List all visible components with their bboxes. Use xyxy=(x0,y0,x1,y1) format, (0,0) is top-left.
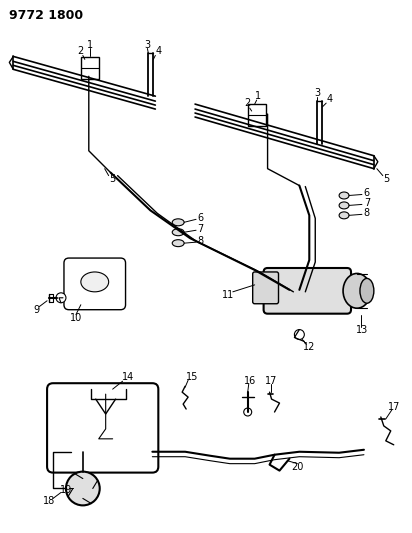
Text: 16: 16 xyxy=(243,376,256,386)
Text: 17: 17 xyxy=(265,376,278,386)
Circle shape xyxy=(56,293,66,303)
Ellipse shape xyxy=(339,212,349,219)
FancyBboxPatch shape xyxy=(253,272,279,304)
Text: 2: 2 xyxy=(245,98,251,108)
Text: 9772 1800: 9772 1800 xyxy=(9,9,84,22)
Text: 9: 9 xyxy=(33,305,39,314)
Text: 4: 4 xyxy=(155,46,162,56)
Text: 4: 4 xyxy=(326,94,332,104)
Text: 17: 17 xyxy=(388,402,400,412)
Ellipse shape xyxy=(172,219,184,226)
Ellipse shape xyxy=(339,192,349,199)
Text: 15: 15 xyxy=(186,372,198,382)
Circle shape xyxy=(66,472,100,505)
Text: 7: 7 xyxy=(364,198,370,208)
Ellipse shape xyxy=(81,272,109,292)
Text: 5: 5 xyxy=(110,174,116,183)
Text: 13: 13 xyxy=(356,325,368,335)
Ellipse shape xyxy=(343,273,371,308)
Text: 12: 12 xyxy=(303,342,316,352)
Text: 5: 5 xyxy=(384,174,390,183)
Text: 7: 7 xyxy=(197,224,203,234)
Ellipse shape xyxy=(172,240,184,247)
Text: 6: 6 xyxy=(364,189,370,198)
Text: 6: 6 xyxy=(197,213,203,223)
Text: 3: 3 xyxy=(144,39,150,50)
Bar xyxy=(248,104,266,126)
Text: 1: 1 xyxy=(255,91,261,101)
Text: 8: 8 xyxy=(364,208,370,219)
Text: 18: 18 xyxy=(43,496,55,506)
Text: 20: 20 xyxy=(291,462,304,472)
Text: 11: 11 xyxy=(222,290,234,300)
Bar xyxy=(81,58,99,79)
Text: 1: 1 xyxy=(87,39,93,50)
FancyBboxPatch shape xyxy=(47,383,158,473)
Text: 10: 10 xyxy=(70,313,82,322)
FancyBboxPatch shape xyxy=(64,258,126,310)
Text: 19: 19 xyxy=(60,486,72,496)
Ellipse shape xyxy=(172,229,184,236)
Circle shape xyxy=(244,408,252,416)
Text: 14: 14 xyxy=(122,372,135,382)
Text: 8: 8 xyxy=(197,236,203,246)
Circle shape xyxy=(295,329,304,340)
Ellipse shape xyxy=(339,202,349,209)
Ellipse shape xyxy=(360,278,374,303)
Text: 3: 3 xyxy=(314,88,320,98)
FancyBboxPatch shape xyxy=(264,268,351,314)
Text: 2: 2 xyxy=(78,46,84,56)
